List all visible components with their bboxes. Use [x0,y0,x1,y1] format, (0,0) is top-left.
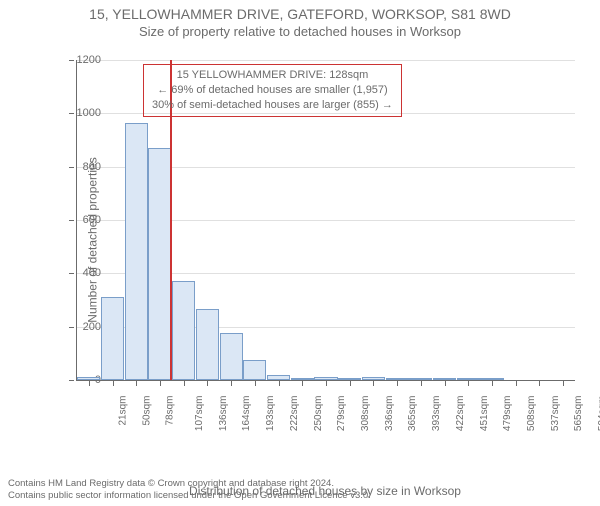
x-tick-label: 107sqm [194,396,205,432]
x-tick-label: 479sqm [502,396,513,432]
y-tick-label: 200 [61,321,101,333]
x-tick-label: 508sqm [526,396,537,432]
x-tick [302,381,303,386]
y-tick-label: 800 [61,161,101,173]
histogram-bar [125,123,148,380]
x-tick-label: 250sqm [313,396,324,432]
plot-area: 02004006008001000120021sqm50sqm78sqm107s… [76,60,575,381]
x-tick [279,381,280,386]
info-box-line2: ← 69% of detached houses are smaller (1,… [152,83,393,98]
x-tick [397,381,398,386]
x-tick-label: 565sqm [574,396,585,432]
histogram-bar [267,375,290,380]
histogram-bar [433,378,456,380]
histogram-bar [480,378,503,380]
histogram-bar [101,297,124,380]
histogram-bar [196,309,219,380]
y-tick-label: 0 [61,374,101,386]
histogram-bar [291,378,314,380]
x-tick-label: 279sqm [336,396,347,432]
histogram-bar [77,377,100,380]
chart-title-main: 15, YELLOWHAMMER DRIVE, GATEFORD, WORKSO… [0,6,600,22]
x-tick-label: 336sqm [384,396,395,432]
x-tick [184,381,185,386]
x-tick-label: 193sqm [265,396,276,432]
chart-container: Number of detached properties 0200400600… [46,60,576,420]
info-box-line1: 15 YELLOWHAMMER DRIVE: 128sqm [152,68,393,83]
x-tick [207,381,208,386]
x-tick-label: 393sqm [431,396,442,432]
x-tick [113,381,114,386]
footer-line-2: Contains public sector information licen… [8,490,371,502]
x-tick-label: 164sqm [242,396,253,432]
histogram-bar [409,378,432,380]
info-box: 15 YELLOWHAMMER DRIVE: 128sqm← 69% of de… [143,64,402,117]
x-tick-label: 451sqm [479,396,490,432]
x-tick [421,381,422,386]
histogram-bar [172,281,195,380]
histogram-bar [386,378,409,380]
info-box-line3: 30% of semi-detached houses are larger (… [152,98,393,113]
x-tick [373,381,374,386]
histogram-bar [243,360,266,380]
x-tick-label: 537sqm [550,396,561,432]
chart-title-sub: Size of property relative to detached ho… [0,24,600,39]
histogram-bar [220,333,243,380]
histogram-bar [362,377,385,380]
x-tick [350,381,351,386]
x-tick [136,381,137,386]
x-tick [445,381,446,386]
x-tick-label: 21sqm [117,396,128,426]
y-tick-label: 600 [61,214,101,226]
x-tick [326,381,327,386]
y-tick-label: 1200 [61,54,101,66]
x-tick [89,381,90,386]
x-tick-label: 222sqm [289,396,300,432]
histogram-bar [457,378,480,380]
footer-attribution: Contains HM Land Registry data © Crown c… [8,478,371,502]
x-tick [516,381,517,386]
y-tick-label: 400 [61,267,101,279]
x-tick-label: 365sqm [408,396,419,432]
gridline [77,60,575,61]
x-tick [539,381,540,386]
footer-line-1: Contains HM Land Registry data © Crown c… [8,478,371,490]
x-tick [231,381,232,386]
x-tick [255,381,256,386]
x-tick-label: 422sqm [455,396,466,432]
x-tick-label: 50sqm [141,396,152,426]
x-tick [563,381,564,386]
x-tick-label: 308sqm [360,396,371,432]
histogram-bar [148,148,171,380]
x-tick [492,381,493,386]
x-tick-label: 78sqm [165,396,176,426]
histogram-bar [338,378,361,380]
x-tick-label: 136sqm [218,396,229,432]
x-tick [468,381,469,386]
x-tick [160,381,161,386]
y-tick-label: 1000 [61,107,101,119]
histogram-bar [314,377,337,380]
